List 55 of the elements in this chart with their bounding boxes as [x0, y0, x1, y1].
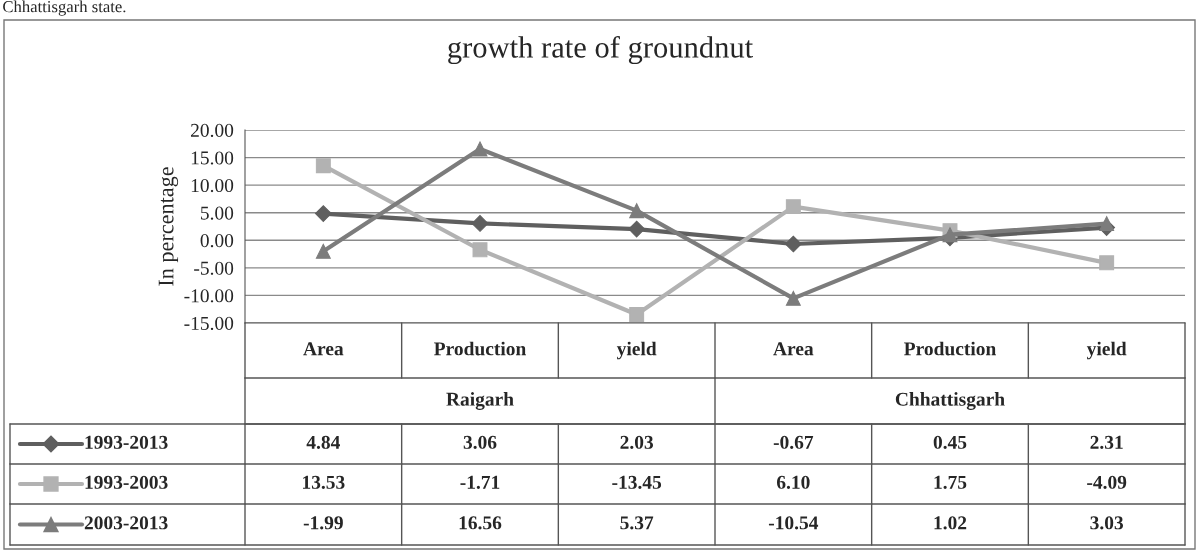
data-label: 6.10 [776, 475, 810, 489]
y-tick-label: -5.00 [194, 261, 234, 275]
text: Raigarh [446, 392, 514, 410]
x-tick-label: yield [1086, 341, 1127, 360]
legend-label: 1993-2003 [85, 475, 168, 489]
point [628, 220, 646, 238]
point [1099, 216, 1115, 232]
data-label: -1.71 [460, 475, 500, 489]
data-label: -10.54 [768, 516, 819, 530]
point [942, 227, 958, 243]
x-tick-label: Area [303, 342, 344, 356]
data-label: 5.37 [620, 516, 654, 530]
data-label: 4.84 [306, 435, 340, 449]
data-label: 2.03 [620, 435, 654, 449]
legend-label: 2003-2013 [84, 516, 168, 530]
point [785, 199, 801, 215]
y-tick-label: -15.00 [184, 316, 234, 331]
data-label: 16.56 [459, 516, 502, 530]
data-label: 0.45 [933, 435, 967, 449]
point [315, 243, 331, 259]
data-label: -1.99 [303, 516, 343, 530]
data-label: 1.75 [934, 475, 967, 489]
point [315, 158, 331, 174]
y-tick-label: 5.00 [200, 206, 234, 220]
data-label: -0.67 [773, 435, 814, 449]
data-label: 2.31 [1090, 435, 1123, 449]
point [471, 215, 489, 232]
point [472, 242, 488, 258]
point [1099, 255, 1115, 271]
y-tick-label: 0.00 [200, 234, 234, 248]
data-label: 3.06 [463, 435, 497, 449]
y-tick-label: -10.00 [184, 289, 234, 303]
data-label: 13.53 [303, 475, 345, 489]
x-tick-label: Production [434, 341, 526, 356]
point [629, 306, 645, 322]
data-label: -13.45 [612, 475, 662, 489]
x-tick-label: Production [904, 341, 996, 356]
point [784, 235, 802, 253]
chart-title: growth rate of groundnut [448, 35, 753, 65]
point [314, 205, 332, 222]
y-tick-label: 20.00 [190, 123, 234, 138]
x-tick-label: yield [616, 341, 657, 360]
x-tick-label: Area [773, 342, 814, 356]
y-tick-label: 10.00 [191, 178, 234, 193]
point [785, 290, 801, 306]
text: Chhattisgarh [895, 392, 1005, 410]
y-axis-title: In percentage [158, 167, 179, 286]
point [629, 203, 645, 219]
data-label: 3.03 [1090, 516, 1124, 530]
point [472, 141, 488, 157]
legend-label: 1993-2013 [85, 435, 168, 449]
data-label: 1.02 [934, 516, 967, 530]
data-label: -4.09 [1087, 475, 1127, 489]
text: Chhattisgarh state. [3, 0, 126, 16]
y-tick-label: 15.00 [191, 151, 234, 165]
